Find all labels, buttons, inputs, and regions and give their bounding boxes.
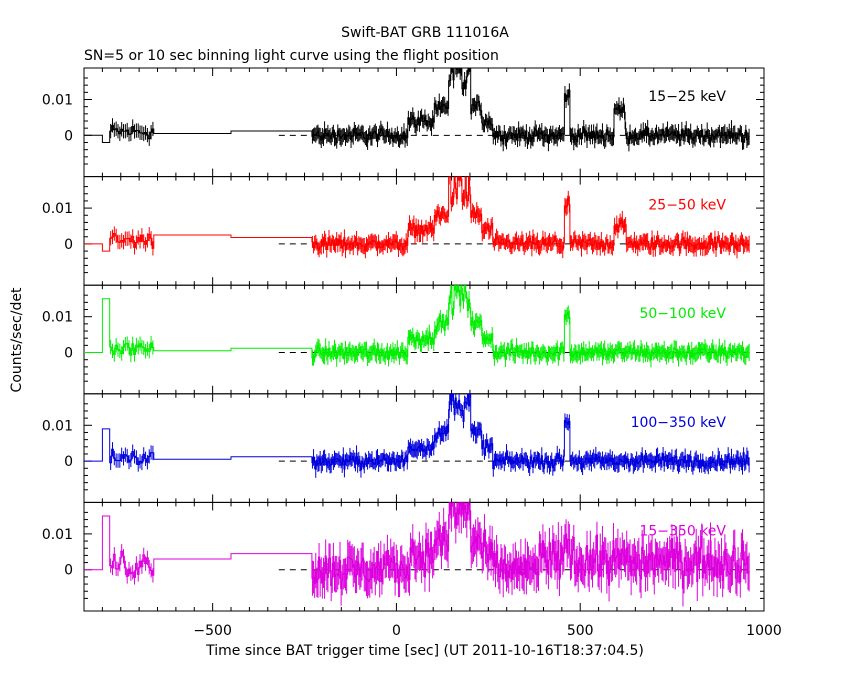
x-tick-label: 0 bbox=[392, 623, 401, 639]
light-curve-series bbox=[84, 502, 750, 607]
x-tick-label: 1000 bbox=[746, 623, 782, 639]
y-tick-label: 0 bbox=[64, 563, 73, 579]
y-tick-label: 0 bbox=[64, 346, 73, 362]
light-curve-line bbox=[84, 502, 750, 589]
y-tick-label: 0.01 bbox=[42, 418, 73, 434]
panel-frame bbox=[83, 501, 765, 612]
y-tick-label: 0.01 bbox=[42, 201, 73, 217]
light-curve-series bbox=[84, 285, 750, 368]
panel-energy-label: 100−350 keV bbox=[631, 415, 727, 431]
chart-title: Swift-BAT GRB 111016A bbox=[341, 25, 509, 41]
x-axis-label: Time since BAT trigger time [sec] (UT 20… bbox=[205, 643, 644, 659]
panel-energy-label: 50−100 keV bbox=[639, 306, 726, 322]
light-curve-series bbox=[84, 68, 750, 152]
x-tick-label: −500 bbox=[193, 623, 231, 639]
y-tick-label: 0.01 bbox=[42, 310, 73, 326]
panel-energy-label: 15−25 keV bbox=[648, 89, 726, 105]
y-tick-label: 0 bbox=[64, 237, 73, 253]
light-curve-line bbox=[84, 285, 750, 361]
light-curve-line bbox=[84, 393, 750, 471]
y-tick-label: 0 bbox=[64, 454, 73, 470]
y-tick-label: 0 bbox=[64, 128, 73, 144]
y-tick-label: 0.01 bbox=[42, 92, 73, 108]
light-curve-line bbox=[84, 68, 750, 145]
x-tick-label: 500 bbox=[567, 623, 594, 639]
panel-energy-label: 15−350 keV bbox=[639, 523, 726, 539]
light-curve-series bbox=[84, 393, 750, 478]
light-curve-line bbox=[84, 176, 750, 252]
y-tick-label: 0.01 bbox=[42, 527, 73, 543]
chart-subtitle: SN=5 or 10 sec binning light curve using… bbox=[84, 48, 499, 64]
y-axis-label: Counts/sec/det bbox=[9, 287, 25, 392]
light-curve-series bbox=[84, 176, 750, 259]
panel-energy-label: 25−50 keV bbox=[648, 198, 726, 214]
panels-group: 0.01 0 15−25 keV 0.01 0 25−50 keV 0.01 0 50−100 … bbox=[42, 67, 782, 639]
